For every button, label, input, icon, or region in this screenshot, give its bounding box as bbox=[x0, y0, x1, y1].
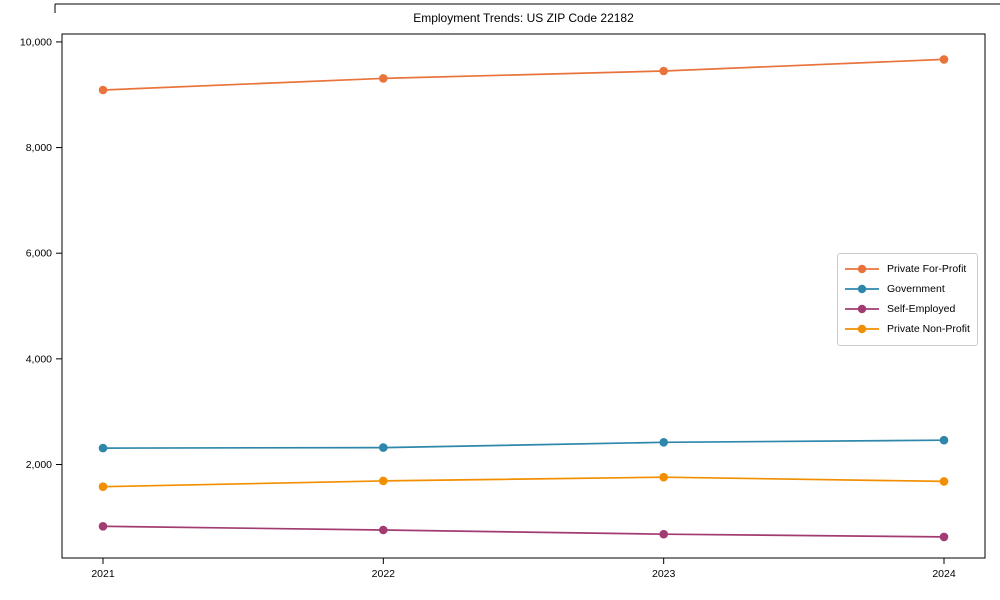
x-tick-label: 2022 bbox=[372, 568, 396, 580]
series-line-government bbox=[102, 439, 945, 449]
series-line-private-non-profit bbox=[102, 476, 945, 488]
data-point-private-for-profit-2022 bbox=[379, 74, 388, 83]
series-line-self-employed bbox=[102, 525, 945, 538]
legend-marker-private-non-profit bbox=[845, 324, 879, 334]
legend-marker-private-for-profit bbox=[845, 264, 879, 274]
legend-label: Private For-Profit bbox=[887, 263, 967, 275]
data-point-private-non-profit-2023 bbox=[659, 472, 668, 482]
x-tick-label: 2023 bbox=[652, 568, 676, 580]
legend-label: Self-Employed bbox=[887, 303, 956, 315]
legend-item: Private Non-Profit bbox=[845, 319, 972, 339]
legend-item: Government bbox=[845, 279, 972, 299]
y-tick-label: 6,000 bbox=[26, 248, 52, 260]
data-point-self-employed-2024 bbox=[939, 532, 949, 542]
data-point-private-non-profit-2024 bbox=[939, 477, 949, 486]
x-tick-label: 2024 bbox=[932, 568, 956, 580]
data-point-private-for-profit-2023 bbox=[659, 66, 668, 76]
legend-marker-self-employed bbox=[845, 304, 879, 314]
data-point-government-2022 bbox=[379, 443, 388, 452]
y-tick-label: 8,000 bbox=[26, 142, 52, 154]
chart-title: Employment Trends: US ZIP Code 22182 bbox=[413, 11, 634, 25]
y-tick-label: 4,000 bbox=[26, 353, 52, 365]
data-point-self-employed-2023 bbox=[659, 529, 668, 539]
y-tick-label: 2,000 bbox=[26, 459, 52, 471]
legend-item: Self-Employed bbox=[845, 299, 972, 319]
legend-marker-government bbox=[845, 284, 879, 294]
legend-label: Private Non-Profit bbox=[887, 323, 970, 335]
legend-label: Government bbox=[887, 283, 945, 295]
x-tick-label: 2021 bbox=[91, 568, 115, 580]
data-point-self-employed-2022 bbox=[379, 525, 388, 535]
data-point-government-2024 bbox=[939, 435, 949, 445]
legend: Private For-Profit Government Self-Emplo… bbox=[837, 253, 978, 346]
data-point-government-2021 bbox=[98, 443, 108, 453]
data-point-government-2023 bbox=[659, 438, 668, 447]
data-point-private-non-profit-2021 bbox=[98, 482, 108, 492]
series-line-private-for-profit bbox=[102, 58, 945, 91]
y-tick-label: 10,000 bbox=[20, 36, 52, 48]
legend-item: Private For-Profit bbox=[845, 259, 972, 279]
data-point-self-employed-2021 bbox=[98, 522, 108, 531]
plot-frame bbox=[61, 33, 986, 559]
data-point-private-for-profit-2024 bbox=[939, 55, 949, 64]
data-point-private-non-profit-2022 bbox=[379, 476, 388, 486]
data-point-private-for-profit-2021 bbox=[98, 85, 108, 95]
